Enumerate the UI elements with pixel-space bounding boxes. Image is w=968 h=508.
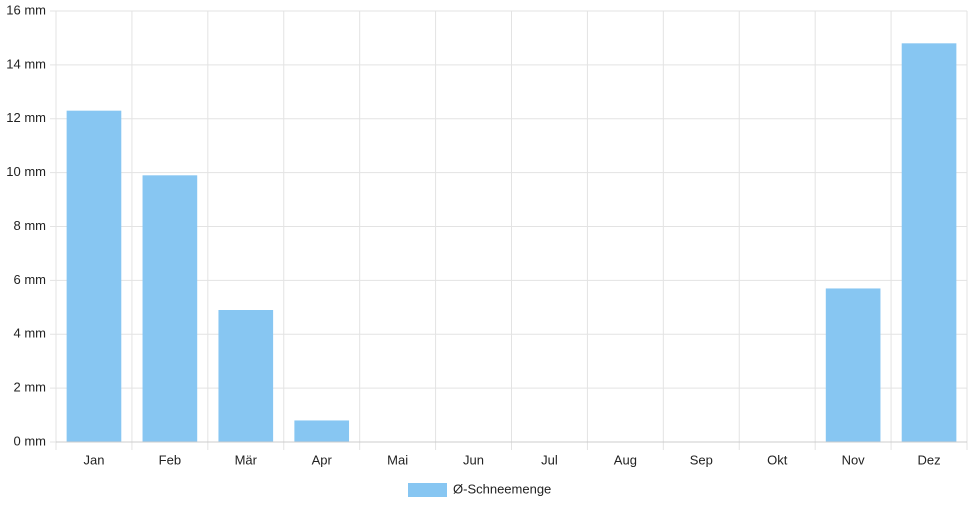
x-tick-label: Aug — [614, 452, 637, 467]
x-tick-label: Mär — [235, 452, 258, 467]
x-tick-label: Dez — [917, 452, 940, 467]
x-tick-label: Jun — [463, 452, 484, 467]
bar — [142, 175, 198, 442]
bar — [294, 420, 350, 442]
y-tick-label: 2 mm — [14, 380, 47, 395]
y-tick-label: 4 mm — [14, 326, 47, 341]
y-tick-label: 6 mm — [14, 272, 47, 287]
y-tick-label: 16 mm — [6, 2, 46, 17]
legend-label: Ø-Schneemenge — [453, 481, 551, 496]
x-tick-label: Jul — [541, 452, 558, 467]
x-tick-label: Jan — [83, 452, 104, 467]
x-tick-label: Okt — [767, 452, 788, 467]
bar — [218, 310, 274, 442]
x-tick-label: Mai — [387, 452, 408, 467]
x-tick-label: Nov — [842, 452, 866, 467]
bar — [66, 110, 122, 442]
x-tick-label: Feb — [159, 452, 181, 467]
y-tick-label: 12 mm — [6, 110, 46, 125]
y-tick-label: 10 mm — [6, 164, 46, 179]
x-tick-label: Sep — [690, 452, 713, 467]
legend-swatch — [408, 483, 447, 497]
y-tick-label: 0 mm — [14, 433, 47, 448]
y-tick-label: 8 mm — [14, 218, 47, 233]
bar — [901, 43, 957, 442]
x-tick-label: Apr — [312, 452, 333, 467]
bar — [825, 288, 881, 442]
y-tick-label: 14 mm — [6, 56, 46, 71]
